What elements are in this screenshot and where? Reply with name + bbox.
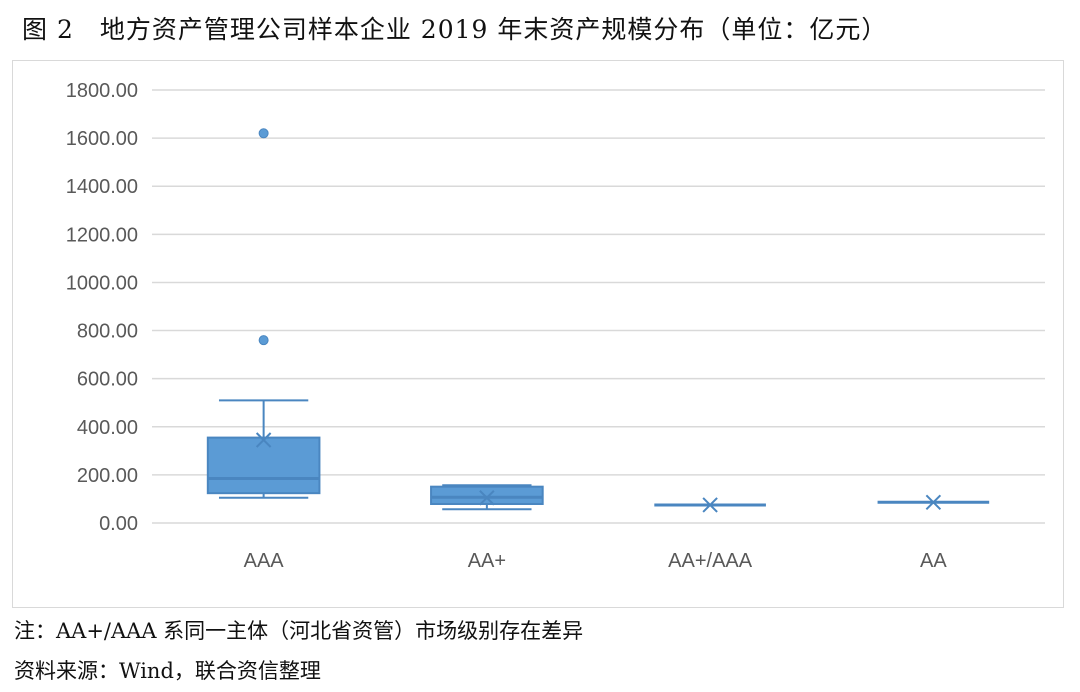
chart-note: 注：AA+/AAA 系同一主体（河北省资管）市场级别存在差异 xyxy=(14,619,584,643)
y-tick-label: 1600.00 xyxy=(66,128,138,150)
x-tick-label: AA xyxy=(920,550,947,572)
outlier-point xyxy=(258,128,269,139)
y-tick-label: 1800.00 xyxy=(66,80,138,102)
mean-marker xyxy=(479,490,495,506)
box xyxy=(430,485,544,505)
y-tick-label: 1200.00 xyxy=(66,224,138,246)
mean-marker xyxy=(925,494,942,511)
chart-frame xyxy=(12,60,1064,608)
chart-source: 资料来源：Wind，联合资信整理 xyxy=(14,659,321,683)
mean-marker xyxy=(255,432,272,448)
y-tick-label: 1000.00 xyxy=(66,272,138,294)
y-tick-label: 800.00 xyxy=(77,321,138,343)
y-tick-label: 200.00 xyxy=(77,465,138,487)
y-tick-label: 1400.00 xyxy=(66,176,138,198)
box xyxy=(206,436,321,495)
x-tick-label: AA+ xyxy=(468,550,506,572)
y-tick-label: 400.00 xyxy=(77,417,138,439)
mean-marker xyxy=(702,497,718,513)
x-tick-label: AA+/AAA xyxy=(668,550,753,572)
y-tick-label: 600.00 xyxy=(77,369,138,391)
outlier-point xyxy=(258,335,269,346)
x-tick-label: AAA xyxy=(244,550,285,572)
chart-title: 图 2 地方资产管理公司样本企业 2019 年末资产规模分布（单位：亿元） xyxy=(22,15,888,44)
y-tick-label: 0.00 xyxy=(99,513,138,535)
